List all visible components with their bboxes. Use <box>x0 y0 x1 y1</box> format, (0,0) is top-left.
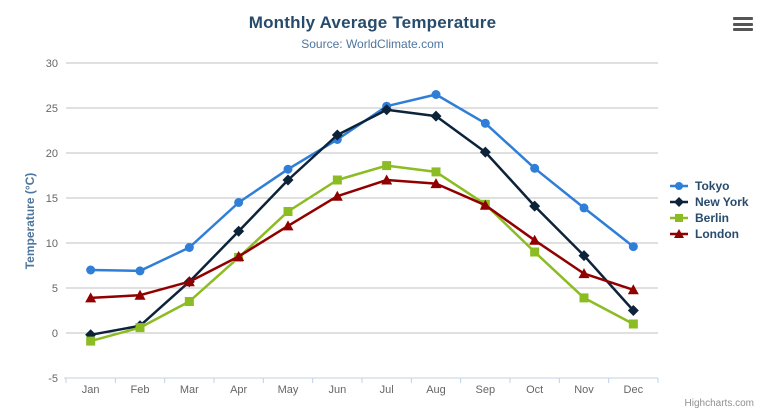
x-axis-label: Apr <box>230 384 247 396</box>
series-new-york <box>85 104 639 341</box>
data-point-marker-berlin[interactable] <box>579 293 589 303</box>
data-point-marker-berlin[interactable] <box>135 323 145 333</box>
data-point-marker-new-york[interactable] <box>430 110 442 122</box>
circle-marker-icon <box>670 181 688 190</box>
data-point-marker-tokyo[interactable] <box>530 163 540 173</box>
legend-item-label: New York <box>695 194 749 209</box>
legend: Tokyo New York Berlin London <box>670 178 749 241</box>
hamburger-icon <box>733 17 753 20</box>
legend-item-label: Tokyo <box>695 178 730 193</box>
data-point-marker-london[interactable] <box>578 268 590 279</box>
export-menu-button[interactable] <box>733 17 753 31</box>
data-point-marker-london[interactable] <box>134 289 146 300</box>
data-point-marker-tokyo[interactable] <box>628 242 638 252</box>
data-point-marker-new-york[interactable] <box>627 305 639 316</box>
data-point-marker-tokyo[interactable] <box>480 118 490 128</box>
series-tokyo <box>86 90 638 276</box>
x-axis-label: Jul <box>380 384 394 396</box>
y-axis-label: 5 <box>52 283 58 295</box>
y-axis-label: -5 <box>48 373 58 385</box>
y-axis-title: Temperature (°C) <box>23 172 37 270</box>
data-point-marker-berlin[interactable] <box>628 319 638 329</box>
data-point-marker-new-york[interactable] <box>331 129 343 141</box>
data-point-marker-london[interactable] <box>183 276 195 287</box>
x-axis-label: Sep <box>476 384 496 396</box>
hamburger-icon <box>733 28 753 31</box>
data-point-marker-new-york[interactable] <box>529 200 541 212</box>
legend-item-new-york[interactable]: New York <box>670 194 749 209</box>
chart-subtitle: Source: WorldClimate.com <box>301 37 444 51</box>
y-axis-label: 20 <box>46 148 58 160</box>
data-point-marker-new-york[interactable] <box>479 146 491 158</box>
series-line-berlin <box>89 164 635 343</box>
x-axis-label: May <box>278 384 299 396</box>
data-point-marker-tokyo[interactable] <box>431 90 441 99</box>
diamond-marker-icon <box>670 196 688 207</box>
data-point-marker-new-york[interactable] <box>381 104 393 116</box>
series-line-tokyo <box>89 93 635 273</box>
data-point-marker-new-york[interactable] <box>282 174 294 186</box>
legend-item-tokyo[interactable]: Tokyo <box>670 178 749 193</box>
data-point-marker-berlin[interactable] <box>332 175 342 185</box>
x-axis-label: Mar <box>180 384 199 396</box>
series-london <box>85 174 639 303</box>
legend-marker-new-york <box>674 196 684 207</box>
y-axis-label: 15 <box>46 193 58 205</box>
chart-title: Monthly Average Temperature <box>248 13 497 32</box>
data-point-marker-london[interactable] <box>479 199 491 210</box>
x-axis-label: Jun <box>328 384 346 396</box>
data-point-marker-london[interactable] <box>529 234 541 245</box>
square-marker-icon <box>670 213 688 222</box>
data-point-marker-new-york[interactable] <box>578 250 590 262</box>
x-axis-label: Dec <box>624 384 644 396</box>
data-point-marker-berlin[interactable] <box>530 247 540 257</box>
data-point-marker-tokyo[interactable] <box>135 266 145 276</box>
data-point-marker-tokyo[interactable] <box>86 265 96 275</box>
legend-marker-berlin <box>675 213 683 222</box>
data-point-marker-london[interactable] <box>381 174 393 185</box>
legend-item-london[interactable]: London <box>670 226 749 241</box>
series-line-new-york <box>89 108 635 337</box>
y-axis-label: 30 <box>46 58 58 70</box>
x-axis-label: Nov <box>574 384 594 396</box>
data-point-marker-berlin[interactable] <box>184 297 194 306</box>
data-point-marker-london[interactable] <box>331 190 343 201</box>
credits-link[interactable]: Highcharts.com <box>684 398 754 409</box>
x-axis-label: Aug <box>426 384 446 396</box>
series-line-london <box>89 178 635 300</box>
data-point-marker-berlin[interactable] <box>431 167 441 177</box>
y-axis-label: 0 <box>52 328 58 340</box>
data-point-marker-berlin[interactable] <box>283 207 293 216</box>
y-axis-label: 25 <box>46 103 58 115</box>
x-axis-label: Oct <box>526 384 543 396</box>
data-point-marker-tokyo[interactable] <box>234 198 244 207</box>
x-axis-label: Jan <box>82 384 100 396</box>
x-axis-label: Feb <box>131 384 150 396</box>
legend-marker-london <box>674 228 684 238</box>
data-point-marker-london[interactable] <box>430 178 442 189</box>
data-point-marker-london[interactable] <box>85 292 97 303</box>
y-axis-label: 10 <box>46 238 58 250</box>
hamburger-icon <box>733 22 753 26</box>
data-point-marker-berlin[interactable] <box>86 336 96 346</box>
data-point-marker-london[interactable] <box>282 220 294 231</box>
data-point-marker-london[interactable] <box>233 251 245 261</box>
data-point-marker-london[interactable] <box>627 284 639 295</box>
data-point-marker-tokyo[interactable] <box>579 203 589 213</box>
data-point-marker-berlin[interactable] <box>382 161 392 171</box>
legend-item-label: London <box>695 226 739 241</box>
data-point-marker-tokyo[interactable] <box>184 243 194 252</box>
data-point-marker-new-york[interactable] <box>233 225 245 237</box>
legend-item-berlin[interactable]: Berlin <box>670 210 749 225</box>
triangle-marker-icon <box>670 228 688 238</box>
legend-marker-tokyo <box>675 181 683 190</box>
data-point-marker-tokyo[interactable] <box>283 164 293 174</box>
legend-item-label: Berlin <box>695 210 730 225</box>
